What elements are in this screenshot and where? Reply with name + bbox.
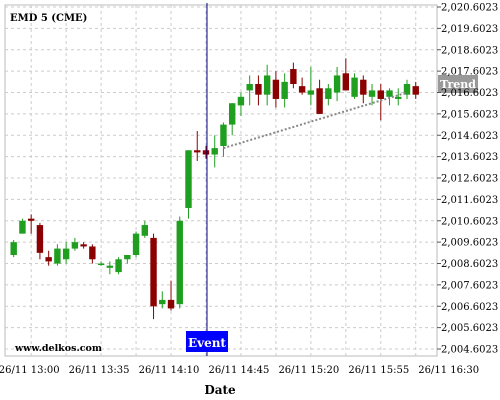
trend-label-box (438, 75, 478, 93)
event-label-box (185, 331, 228, 352)
candle-up (325, 88, 332, 99)
candle-up (281, 81, 288, 99)
candle-down (298, 86, 306, 93)
y-tick-label: 2,013.6023 (441, 152, 498, 163)
candle-up (395, 96, 402, 99)
candle-down (377, 90, 384, 99)
y-tick-label: 2,019.6023 (441, 24, 498, 35)
candle-down (272, 79, 280, 99)
y-axis: 2,004.6023 2,005.6023 2,006.6023 2,007.6023… (437, 3, 498, 356)
trend-label: Trend (440, 78, 476, 91)
candle-up (54, 248, 61, 264)
x-tick-label: 26/11 16:30 (418, 365, 479, 376)
candle-up (229, 103, 236, 125)
y-tick-label: 2,009.6023 (441, 238, 498, 249)
candle-down (360, 79, 367, 95)
y-tick-label: 2,011.6023 (441, 195, 498, 206)
candle-up (132, 233, 140, 255)
x-axis-label: Date (204, 383, 236, 397)
candle-up (176, 220, 183, 305)
trend-line (223, 91, 408, 150)
candle-up (246, 83, 253, 91)
y-tick-label: 2,017.6023 (441, 67, 498, 78)
y-tick-label: 2,018.6023 (441, 45, 498, 56)
candle-up (115, 259, 122, 273)
candle-up (106, 265, 114, 268)
chart-title: EMD 5 (CME) (10, 13, 88, 24)
candle-up (263, 75, 271, 95)
y-tick-label: 2,014.6023 (441, 131, 498, 142)
candle-up (386, 90, 393, 97)
candle-down (36, 225, 44, 253)
candle-down (412, 86, 419, 95)
candle-up (237, 96, 245, 106)
candle-down (89, 246, 96, 260)
candle-down (150, 237, 157, 307)
y-tick-label: 2,016.6023 (441, 88, 498, 99)
candle-up (220, 124, 227, 146)
y-tick-label: 2,015.6023 (441, 109, 498, 120)
candle-up (10, 242, 17, 255)
y-tick-label: 2,010.6023 (441, 216, 498, 227)
chart-grid (4, 4, 438, 357)
event-label: Event (188, 336, 226, 350)
candle-up (403, 83, 411, 95)
x-tick-label: 26/11 15:20 (278, 365, 339, 376)
candle-up (71, 242, 79, 249)
candle-down (167, 299, 175, 309)
candles-group (10, 58, 419, 320)
candle-down (194, 150, 201, 153)
candle-up (141, 225, 148, 236)
y-tick-label: 2,004.6023 (441, 345, 498, 356)
candle-down (202, 150, 210, 155)
candle-down (80, 244, 87, 247)
x-tick-label: 26/11 13:35 (69, 365, 130, 376)
candle-down (290, 69, 297, 84)
y-tick-label: 2,012.6023 (441, 174, 498, 185)
candle-down (316, 88, 323, 114)
candle-up (159, 299, 166, 305)
candle-up (333, 75, 341, 93)
candle-up (351, 77, 358, 97)
overlays-group: Event Trend (185, 3, 478, 356)
candle-up (307, 90, 315, 95)
candle-down (255, 83, 262, 95)
y-tick-label: 2,008.6023 (441, 259, 498, 270)
candle-up (124, 254, 131, 260)
plot-border (4, 4, 438, 357)
candle-up (97, 263, 105, 266)
y-tick-label: 2,005.6023 (441, 323, 498, 334)
candle-down (27, 218, 35, 221)
x-axis: 26/11 13:00 26/11 13:35 26/11 14:10 26/11 1… (0, 365, 479, 376)
y-tick-label: 2,007.6023 (441, 280, 498, 291)
x-tick-label: 26/11 13:00 (0, 365, 60, 376)
x-tick-label: 26/11 14:10 (139, 365, 200, 376)
candle-up (62, 248, 70, 260)
x-tick-label: 26/11 15:55 (348, 365, 409, 376)
y-tick-label: 2,006.6023 (441, 302, 498, 313)
candle-up (19, 220, 26, 234)
candle-down (342, 73, 350, 91)
candle-up (211, 148, 218, 155)
candle-down (45, 257, 52, 262)
x-tick-label: 26/11 14:45 (209, 365, 270, 376)
y-tick-label: 2,020.6023 (441, 3, 498, 14)
candle-up (185, 150, 192, 208)
candle-up (368, 90, 376, 97)
watermark-text: www.delkos.com (15, 343, 102, 354)
